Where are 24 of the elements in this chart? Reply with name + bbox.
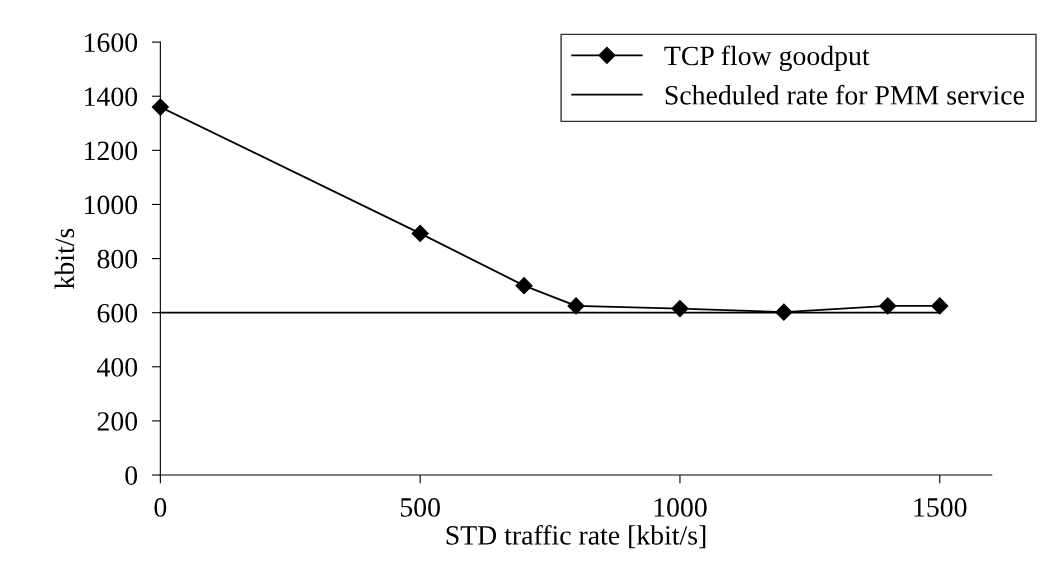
y-tick-label: 1000 — [85, 195, 138, 215]
point — [879, 297, 897, 315]
point — [931, 297, 949, 315]
x-tick-label: 500 — [400, 498, 440, 517]
legend-label: TCP flow goodput — [664, 45, 870, 72]
point — [567, 297, 585, 315]
x-tick-label: 1500 — [914, 498, 967, 517]
y-tick-label: 0 — [125, 466, 138, 485]
y-tick-label: 1200 — [85, 141, 138, 161]
point — [515, 277, 533, 295]
legend-label: Scheduled rate for PMM service — [665, 84, 1024, 105]
y-tick-label: 1600 — [85, 33, 138, 53]
x-tick-label: 1000 — [654, 498, 707, 517]
x-tick-label: 0 — [154, 498, 167, 517]
y-tick-label: 800 — [97, 249, 138, 269]
point — [411, 224, 429, 242]
point — [671, 300, 689, 318]
y-tick-label: 200 — [97, 412, 138, 431]
x-axis-title: STD traffic rate [kbit/s] — [446, 524, 706, 549]
point — [151, 98, 169, 116]
y-axis-title: kbit/s — [54, 228, 75, 289]
y-tick-label: 400 — [97, 357, 138, 377]
y-tick-label: 600 — [97, 303, 138, 323]
y-tick-label: 1400 — [85, 87, 138, 107]
